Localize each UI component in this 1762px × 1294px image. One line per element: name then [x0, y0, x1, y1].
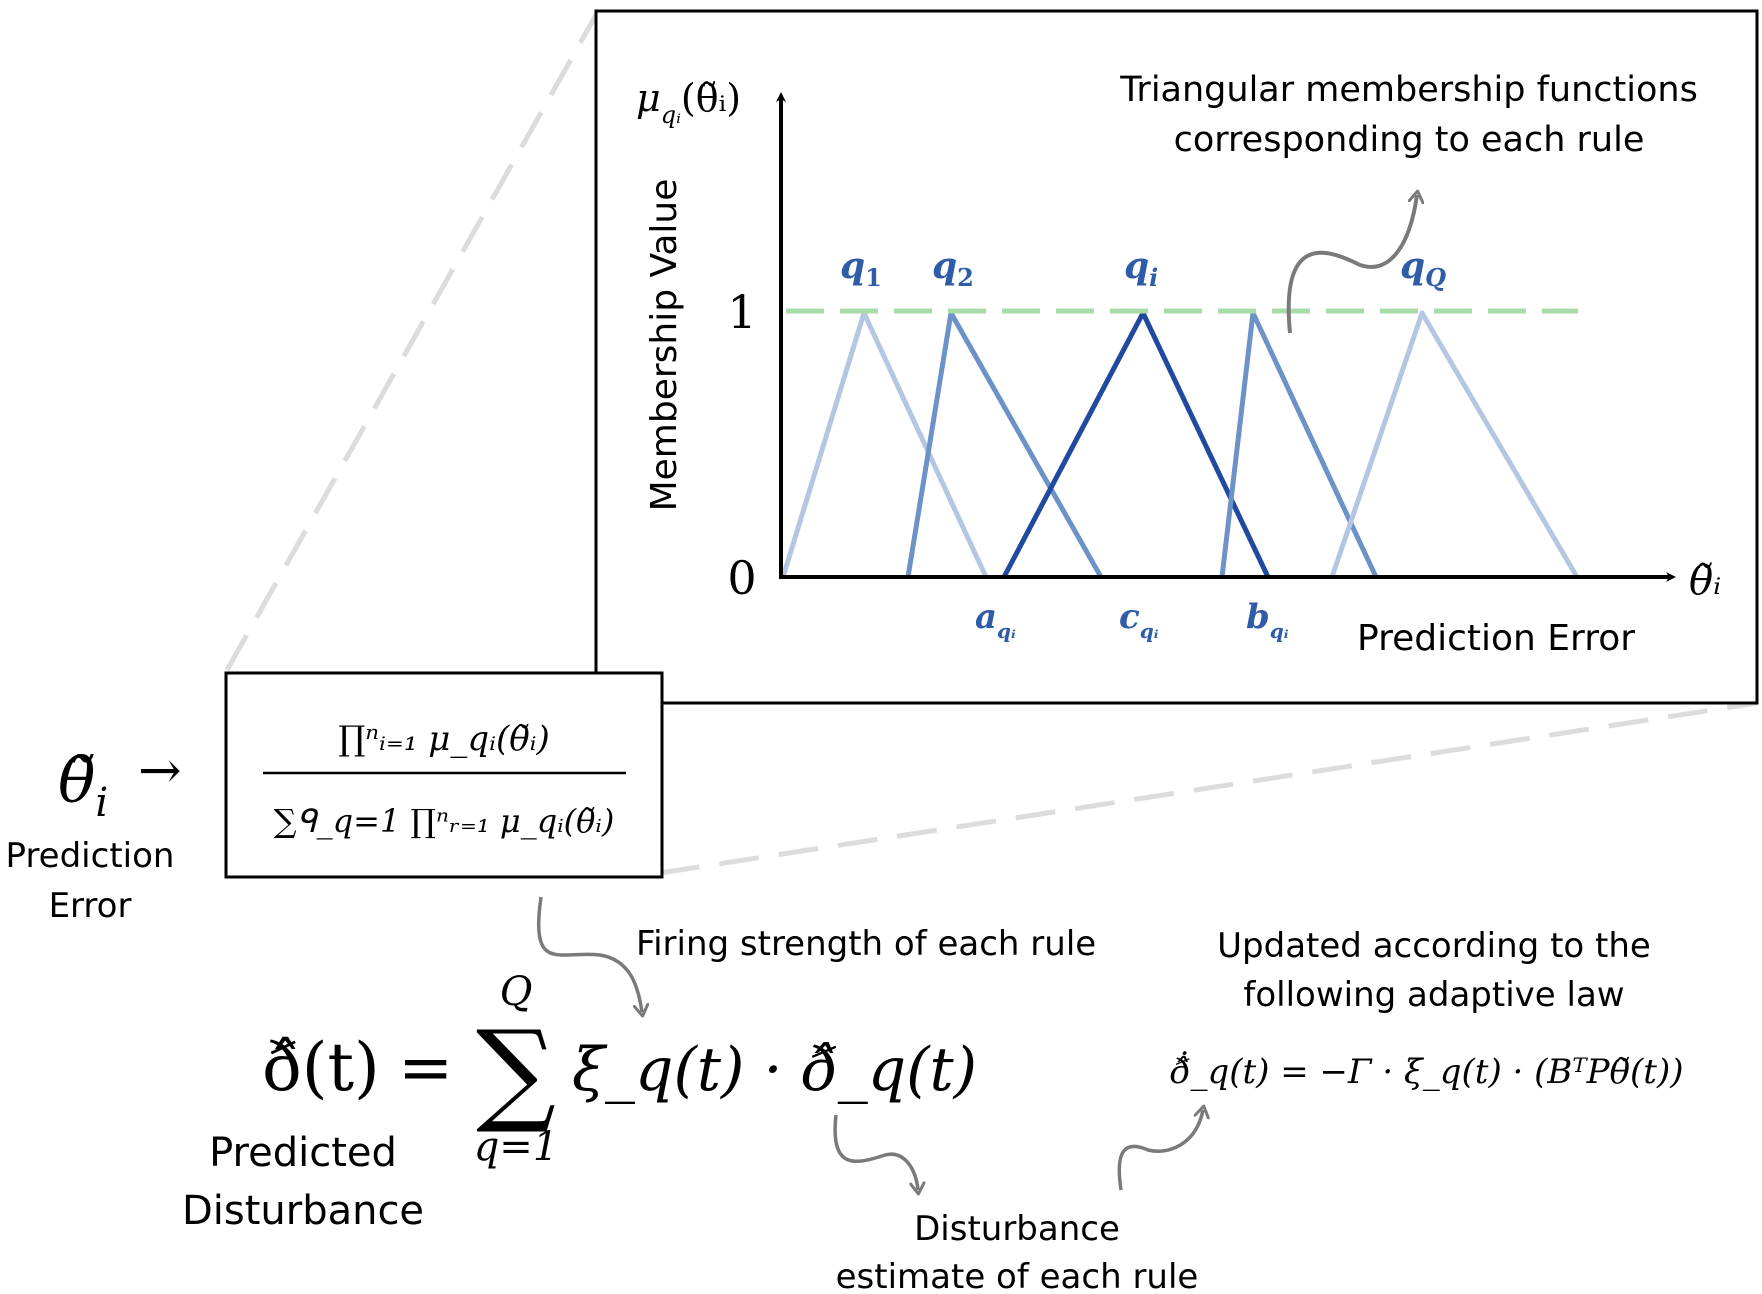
parameter-labels: aqᵢ cqᵢ bqᵢ: [975, 597, 1289, 643]
input-label-line1: Prediction: [6, 836, 175, 876]
input-arrow: →: [138, 741, 182, 801]
predicted-label-line2: Disturbance: [182, 1188, 424, 1234]
chart-frame: [594, 9, 1759, 705]
triangle-annotation-line2: corresponding to each rule: [1174, 120, 1645, 160]
formula-numerator: ∏ⁿᵢ₌₁ μ_qᵢ(θ̃ᵢ): [338, 719, 550, 759]
param-label-c: cqᵢ: [1119, 597, 1159, 643]
param-label-a: aqᵢ: [975, 597, 1016, 643]
adaptive-law-arrow: [1117, 1110, 1203, 1191]
peak-label-qQ: qQ: [1400, 245, 1446, 292]
y-axis-symbol: μqᵢ(θ̃ᵢ): [636, 76, 741, 129]
sum-symbol: ∑: [476, 1007, 556, 1137]
x-axis-symbol: θ̃ᵢ: [1689, 558, 1721, 604]
triangle-annotation-arrow: [1286, 195, 1417, 334]
updated-label-line2: following adaptive law: [1243, 975, 1624, 1015]
firing-strength-label: Firing strength of each rule: [636, 924, 1096, 964]
membership-chart-panel: μqᵢ(θ̃ᵢ) Membership Value 1 0 θ̃ᵢ Predic…: [594, 9, 1759, 705]
disturbance-arrow: [833, 1114, 918, 1190]
sum-upper-limit: Q: [500, 969, 533, 1015]
predicted-disturbance-equation: ð̂(t) = Q ∑ q=1 ξ_q(t) · ð̂_q(t) Predict…: [182, 969, 977, 1234]
peak-label-q2: q2: [932, 245, 974, 292]
triangle-qQ: [1329, 310, 1580, 579]
disturbance-label-line1: Disturbance: [914, 1209, 1120, 1249]
y-axis-label: Membership Value: [644, 179, 685, 512]
disturbance-label-line2: estimate of each rule: [836, 1257, 1199, 1294]
zoom-guide-top-left: [224, 13, 599, 672]
input-symbol: θ̃i: [58, 744, 108, 826]
sum-lower-limit: q=1: [474, 1124, 559, 1170]
peak-label-q1: q1: [840, 245, 882, 292]
zoom-guide-bottom: [659, 700, 1758, 876]
peak-label-qi: qi: [1124, 245, 1158, 292]
triangle-annotation-line1: Triangular membership functions: [1119, 70, 1698, 110]
formula-box: [224, 671, 664, 879]
input-label-line2: Error: [49, 886, 132, 926]
peak-labels: q1 q2 qi qQ: [840, 245, 1446, 292]
equation-equals: =: [398, 1029, 453, 1106]
x-axis-label: Prediction Error: [1357, 618, 1635, 659]
adaptive-law-equation: ð̂̇_q(t) = −Γ · ξ_q(t) · (BᵀPθ̃(t)): [1170, 1051, 1683, 1092]
predicted-label-line1: Predicted: [209, 1130, 397, 1176]
firing-strength-formula: θ̃i → Prediction Error ∏ⁿᵢ₌₁ μ_qᵢ(θ̃ᵢ) ∑…: [6, 671, 664, 926]
equation-annotations: Firing strength of each rule Disturbance…: [536, 896, 1683, 1294]
formula-denominator: ∑ᑫ_q=1 ∏ⁿᵣ₌₁ μ_qᵢ(θ̃ᵢ): [274, 802, 615, 840]
firing-strength-arrow: [536, 896, 642, 1012]
equation-term: ξ_q(t) · ð̂_q(t): [572, 1035, 977, 1105]
param-label-b: bqᵢ: [1246, 597, 1289, 643]
updated-label-line1: Updated according to the: [1217, 926, 1651, 966]
equation-lhs: ð̂(t): [262, 1029, 380, 1106]
y-tick-0: 0: [727, 551, 756, 605]
y-tick-1: 1: [727, 285, 756, 339]
